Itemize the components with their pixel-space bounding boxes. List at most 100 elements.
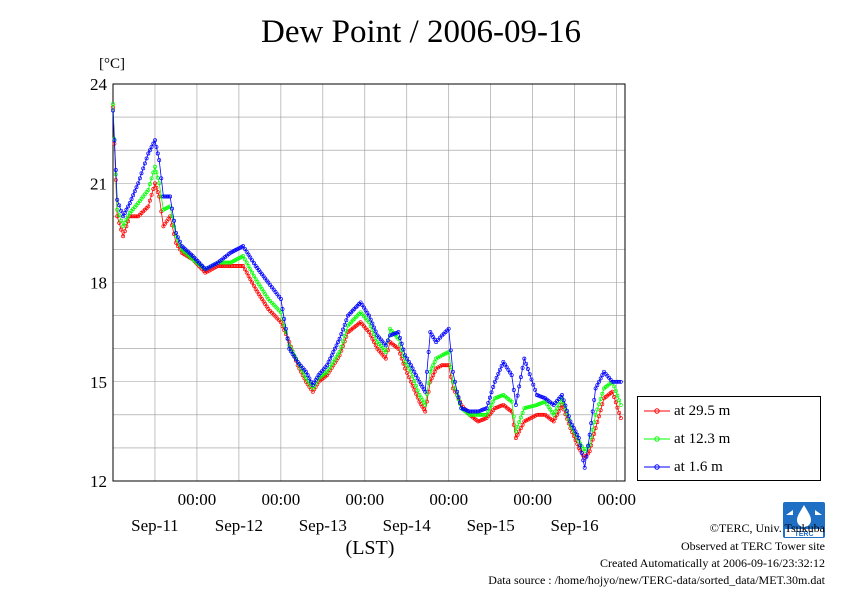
data-point bbox=[520, 365, 525, 370]
data-point bbox=[410, 374, 415, 379]
data-point bbox=[342, 334, 347, 339]
data-point bbox=[513, 429, 518, 434]
data-point bbox=[157, 181, 162, 186]
data-point bbox=[598, 397, 603, 401]
data-point bbox=[405, 370, 410, 375]
legend-item-12-3m: at 12.3 m bbox=[644, 429, 730, 449]
data-point bbox=[541, 412, 546, 417]
data-point bbox=[448, 348, 453, 353]
data-point bbox=[617, 379, 622, 384]
data-point bbox=[429, 376, 434, 381]
data-point bbox=[489, 390, 494, 395]
data-point bbox=[111, 108, 115, 113]
data-point bbox=[383, 356, 388, 361]
data-point bbox=[396, 346, 401, 351]
data-point bbox=[414, 383, 418, 388]
data-point bbox=[565, 408, 570, 413]
data-point bbox=[166, 194, 171, 199]
observed-text: Observed at TERC Tower site bbox=[680, 539, 825, 553]
data-point bbox=[615, 393, 620, 398]
data-point bbox=[224, 260, 229, 265]
data-point bbox=[329, 353, 334, 358]
data-point bbox=[586, 443, 591, 448]
data-point bbox=[456, 395, 461, 400]
y-axis-ticks: 24 21 18 15 12 bbox=[90, 75, 108, 491]
data-point bbox=[115, 207, 120, 212]
data-point bbox=[172, 224, 176, 229]
data-point bbox=[617, 410, 622, 415]
data-point bbox=[506, 367, 511, 372]
data-point bbox=[597, 414, 601, 419]
data-point bbox=[581, 458, 586, 463]
data-point bbox=[246, 273, 251, 278]
data-point bbox=[358, 300, 363, 305]
data-point bbox=[576, 436, 581, 440]
data-point bbox=[154, 185, 159, 190]
data-point bbox=[177, 239, 182, 244]
data-point bbox=[501, 359, 506, 364]
x-tick-date-label: Sep-13 bbox=[299, 516, 347, 535]
data-point bbox=[595, 383, 600, 388]
data-point bbox=[278, 297, 283, 301]
data-point bbox=[282, 316, 287, 321]
data-point bbox=[497, 367, 502, 372]
data-point bbox=[571, 426, 576, 431]
data-point bbox=[157, 158, 162, 163]
data-point bbox=[517, 420, 522, 425]
y-tick-label: 21 bbox=[90, 174, 107, 193]
data-point bbox=[415, 376, 420, 381]
data-point bbox=[403, 359, 408, 364]
data-point bbox=[612, 395, 617, 399]
data-point bbox=[531, 382, 536, 387]
data-point bbox=[174, 230, 178, 235]
data-point bbox=[518, 375, 523, 380]
data-point bbox=[593, 386, 598, 391]
data-point bbox=[556, 402, 561, 407]
data-point bbox=[294, 357, 298, 362]
data-point bbox=[489, 402, 494, 407]
data-point bbox=[334, 343, 339, 348]
data-point bbox=[613, 400, 618, 405]
data-point bbox=[370, 321, 375, 326]
data-point bbox=[598, 376, 603, 381]
legend-label: at 29.5 m bbox=[674, 402, 731, 419]
data-point bbox=[244, 260, 249, 265]
data-point bbox=[365, 310, 370, 315]
data-point bbox=[436, 355, 441, 360]
data-point bbox=[134, 185, 139, 190]
data-point bbox=[137, 176, 142, 181]
data-point bbox=[553, 409, 558, 414]
data-point bbox=[482, 412, 487, 417]
y-tick-label: 15 bbox=[90, 373, 107, 392]
data-point bbox=[561, 398, 566, 403]
data-source-text: Data source : /home/hojyo/new/TERC-data/… bbox=[488, 573, 825, 587]
grid-lines bbox=[113, 84, 625, 481]
data-point bbox=[285, 336, 290, 341]
data-point bbox=[282, 323, 287, 328]
data-point bbox=[431, 363, 436, 368]
data-point bbox=[617, 398, 622, 403]
data-point bbox=[149, 144, 154, 149]
data-point bbox=[248, 267, 253, 272]
data-point bbox=[568, 419, 573, 424]
data-point bbox=[142, 161, 147, 166]
data-point bbox=[341, 327, 345, 332]
legend-marker-red bbox=[644, 408, 670, 414]
data-point bbox=[299, 366, 303, 371]
data-point bbox=[450, 379, 455, 384]
data-point bbox=[492, 406, 497, 411]
chart-title: Dew Point / 2006-09-16 bbox=[261, 14, 581, 50]
data-point bbox=[396, 330, 401, 335]
data-point bbox=[401, 347, 406, 352]
data-point bbox=[423, 409, 428, 414]
data-point bbox=[438, 364, 443, 369]
data-point bbox=[432, 369, 437, 374]
data-point bbox=[151, 187, 156, 191]
data-point bbox=[511, 422, 516, 427]
data-point bbox=[307, 376, 312, 381]
data-point bbox=[226, 260, 231, 265]
data-point bbox=[517, 384, 522, 389]
data-point bbox=[170, 206, 174, 211]
data-point bbox=[149, 192, 154, 197]
data-point bbox=[159, 176, 164, 181]
